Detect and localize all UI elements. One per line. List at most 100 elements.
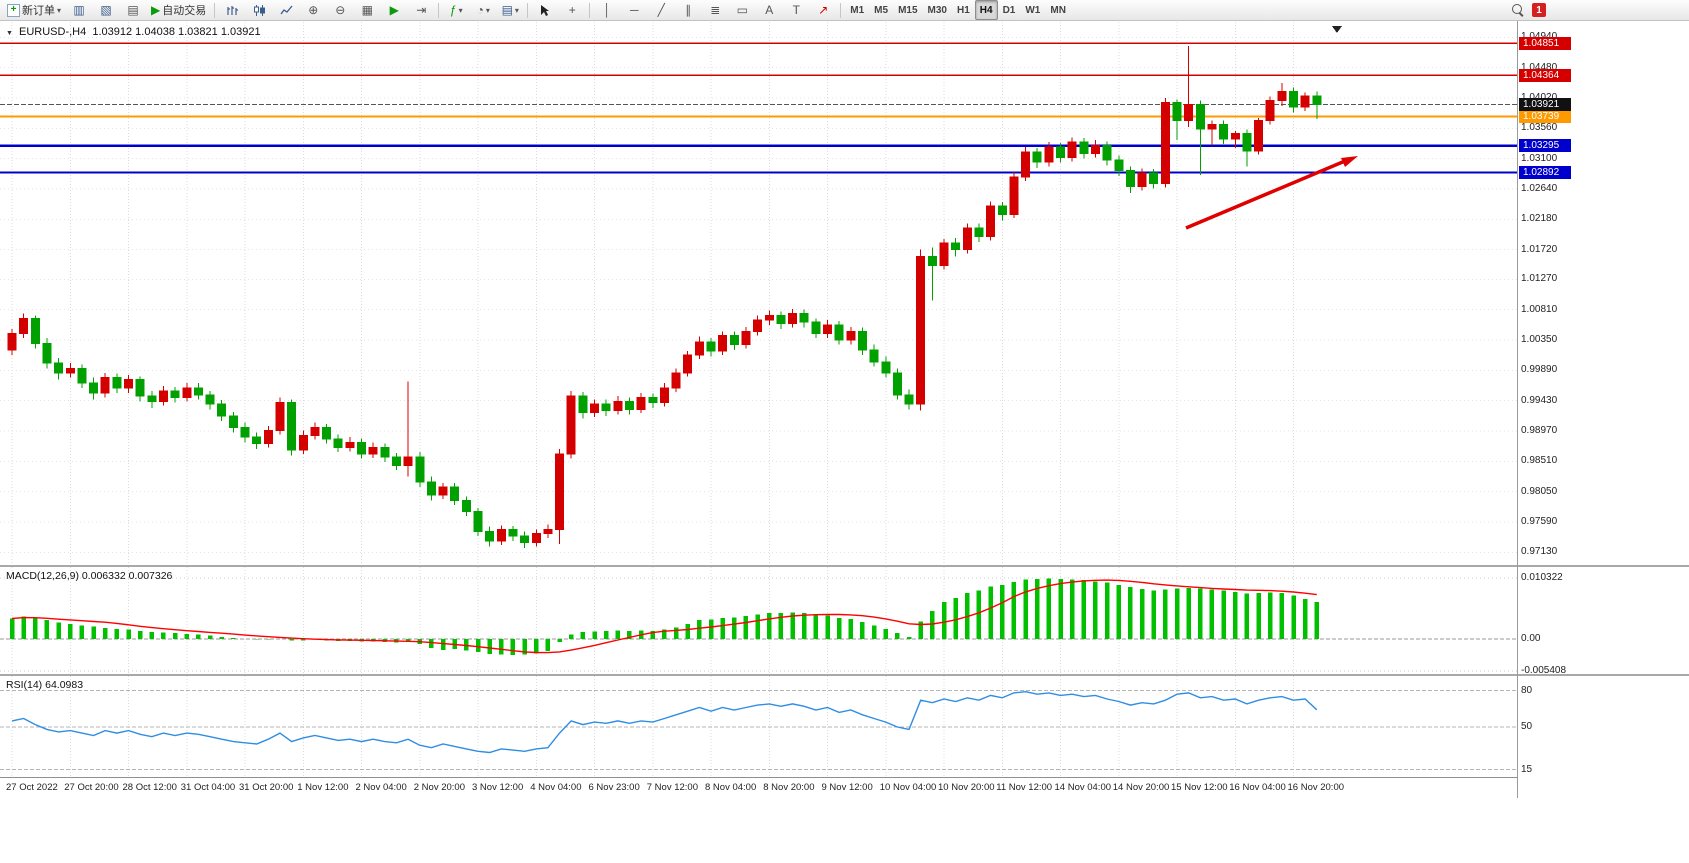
macd-panel[interactable]	[0, 567, 1517, 674]
price-line-badge: 1.03739	[1519, 110, 1571, 124]
clock-icon: ◔	[476, 3, 484, 17]
time-axis-label: 16 Nov 20:00	[1287, 782, 1345, 793]
tile-windows-button[interactable]: ▦	[354, 0, 380, 20]
arrow-tool-icon: ↗	[818, 3, 829, 17]
template-icon: ▤	[501, 3, 513, 17]
templates-button[interactable]: ▤ ▾	[497, 0, 523, 20]
time-axis-label: 16 Nov 04:00	[1229, 782, 1286, 793]
macd-axis-label: -0.005408	[1521, 665, 1567, 677]
macd-signal-line	[11, 579, 1317, 654]
time-axis-label: 8 Nov 04:00	[705, 782, 757, 793]
timeframe-button-W1[interactable]: W1	[1025, 4, 1041, 16]
price-scale-divider[interactable]	[1517, 21, 1518, 798]
timeframe-button-M30[interactable]: M30	[927, 4, 947, 16]
vertical-line-button[interactable]: │	[594, 0, 620, 20]
rsi-level-label: 80	[1521, 684, 1533, 696]
indicators-button[interactable]: ƒ ▾	[443, 0, 469, 20]
macd-value-signal: 0.007326	[128, 570, 173, 582]
shapes-icon: ▭	[736, 3, 748, 17]
timeframe-button-M15[interactable]: M15	[898, 4, 918, 16]
cursor-button[interactable]	[532, 0, 558, 20]
chevron-down-icon: ▾	[514, 5, 519, 15]
new-order-button[interactable]: + 新订单 ▾	[3, 0, 65, 20]
price-tick-label: 1.04020	[1521, 92, 1557, 103]
bar-chart-button[interactable]	[219, 0, 245, 20]
zoom-out-button[interactable]: ⊖	[327, 0, 353, 20]
time-axis-label: 27 Oct 2022	[6, 782, 58, 793]
fibonacci-button[interactable]: ≣	[702, 0, 728, 20]
time-axis[interactable]: 27 Oct 2022 27 Oct 20:00 28 Oct 12:00 31 Oc…	[0, 777, 1517, 799]
toolbar-separator	[438, 2, 440, 18]
time-axis-label: 28 Oct 12:00	[122, 782, 177, 793]
price-tick-label: 1.02640	[1521, 183, 1558, 194]
horizontal-line-button[interactable]: ─	[621, 0, 647, 20]
price-tick-label: 1.01270	[1521, 273, 1558, 285]
expand-triangle-icon[interactable]: ▼	[6, 30, 13, 37]
macd-axis-label: 0.00	[1521, 633, 1541, 645]
current-price-badge: 1.03921	[1519, 98, 1571, 112]
time-axis-label: 9 Nov 12:00	[821, 782, 873, 793]
zoom-in-icon: ⊕	[308, 3, 319, 17]
price-tick-label: 1.03100	[1521, 152, 1558, 164]
crosshair-button[interactable]: +	[559, 0, 585, 20]
market-watch-icon: ▥	[73, 3, 85, 17]
periods-button[interactable]: ◔ ▾	[470, 0, 496, 20]
arrows-button[interactable]: ↗	[810, 0, 836, 20]
time-axis-label: 3 Nov 12:00	[472, 782, 524, 793]
timeframe-button-M1[interactable]: M1	[850, 4, 865, 16]
text-label-button[interactable]: T	[783, 0, 809, 20]
rsi-level-label: 15	[1521, 763, 1533, 775]
market-watch-button[interactable]: ▥	[66, 0, 92, 20]
text-button[interactable]: A	[756, 0, 782, 20]
tile-windows-icon: ▦	[361, 3, 373, 17]
zoom-in-button[interactable]: ⊕	[300, 0, 326, 20]
chart-header: ▼ EURUSD-,H4 1.03912 1.04038 1.03821 1.0…	[6, 26, 261, 38]
time-axis-label: 10 Nov 20:00	[938, 782, 995, 793]
price-tick-label: 0.97590	[1521, 516, 1558, 528]
candle-chart-button[interactable]	[246, 0, 272, 20]
time-axis-label: 8 Nov 20:00	[763, 782, 815, 793]
channel-icon: ∥	[685, 3, 692, 17]
toolbar-separator	[214, 2, 216, 18]
auto-trading-label: 自动交易	[162, 5, 207, 17]
time-axis-label: 4 Nov 04:00	[530, 782, 582, 793]
vertical-line-icon: │	[603, 3, 612, 17]
panel-splitter[interactable]	[0, 674, 1689, 676]
price-line-badge: 1.03295	[1519, 139, 1571, 153]
rsi-panel[interactable]	[0, 676, 1517, 776]
auto-trading-button[interactable]: ▶ 自动交易	[147, 0, 210, 20]
price-tick-label: 0.98510	[1521, 455, 1558, 467]
shapes-button[interactable]: ▭	[729, 0, 755, 20]
time-axis-label: 14 Nov 20:00	[1112, 782, 1170, 793]
timeframe-button-M5[interactable]: M5	[874, 4, 889, 16]
chart-shift-button[interactable]: ⇥	[408, 0, 434, 20]
time-axis-label: 7 Nov 12:00	[646, 782, 698, 793]
time-axis-label: 6 Nov 23:00	[588, 782, 640, 793]
macd-value-main: 0.006332	[81, 570, 126, 582]
auto-scroll-button[interactable]: ▶	[381, 0, 407, 20]
horizontal-line-icon: ─	[629, 3, 639, 17]
time-axis-label: 2 Nov 04:00	[355, 782, 407, 793]
terminal-button[interactable]: ▤	[120, 0, 146, 20]
zoom-out-icon: ⊖	[335, 3, 346, 17]
line-chart-button[interactable]	[273, 0, 299, 20]
bar-chart-icon	[227, 5, 238, 15]
channel-button[interactable]: ∥	[675, 0, 701, 20]
trendline-button[interactable]: ╱	[648, 0, 674, 20]
notification-badge[interactable]: 1	[1532, 3, 1546, 17]
candlestick-chart[interactable]	[0, 22, 1517, 565]
timeframe-button-H1[interactable]: H1	[956, 4, 970, 16]
timeframe-button-H4[interactable]: H4	[974, 0, 998, 20]
toolbar-separator	[840, 2, 842, 18]
new-order-icon: +	[7, 3, 20, 17]
timeframe-button-D1[interactable]: D1	[1002, 4, 1016, 16]
search-icon[interactable]	[1512, 4, 1524, 17]
panel-splitter[interactable]	[0, 565, 1689, 567]
timeframe-button-MN[interactable]: MN	[1050, 4, 1066, 16]
crosshair-icon: +	[568, 3, 576, 17]
chart-shift-marker	[1332, 26, 1342, 33]
terminal-icon: ▤	[127, 3, 139, 17]
navigator-button[interactable]: ▧	[93, 0, 119, 20]
macd-axis-label: 0.010322	[1521, 572, 1563, 584]
macd-header: MACD(12,26,9) 0.006332 0.007326	[6, 570, 172, 582]
